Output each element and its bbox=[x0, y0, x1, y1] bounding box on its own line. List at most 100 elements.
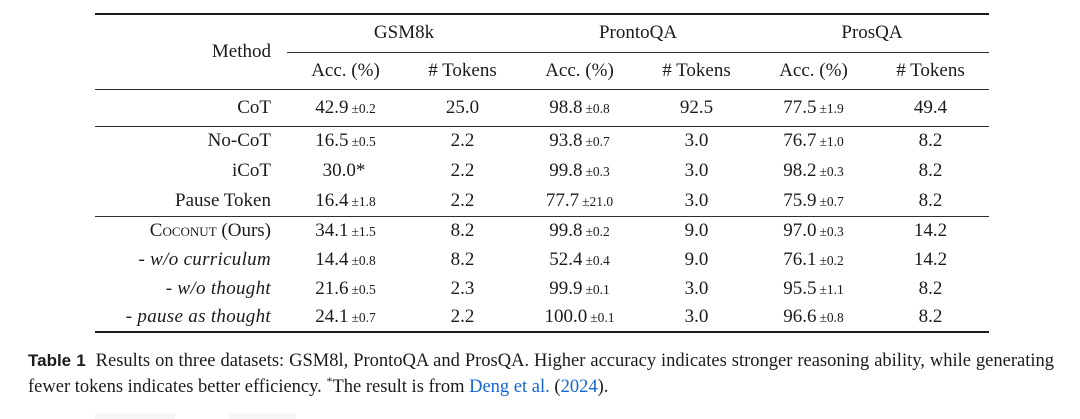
acc-value: 97.0 bbox=[783, 219, 817, 241]
method-cell: CoT bbox=[237, 96, 271, 118]
acc-stderr: ±0.2 bbox=[351, 100, 376, 116]
acc-value: 21.6 bbox=[315, 277, 349, 299]
acc-stderr: ±0.7 bbox=[819, 193, 844, 209]
method-cell: Pause Token bbox=[175, 189, 271, 211]
method-label-suffix: (Ours) bbox=[221, 219, 271, 241]
acc-cell: 77.5 ±1.9 bbox=[755, 89, 872, 126]
acc-value: 16.5 bbox=[315, 130, 349, 152]
tokens-cell: 14.2 bbox=[913, 248, 948, 270]
cutoff-text-artifact bbox=[229, 413, 296, 419]
acc-value: 76.1 bbox=[783, 248, 817, 270]
acc-value: 42.9 bbox=[315, 96, 349, 118]
acc-cell: 99.8 ±0.3 bbox=[521, 156, 638, 186]
acc-stderr: ±0.8 bbox=[585, 100, 610, 116]
acc-cell: 52.4 ±0.4 bbox=[521, 245, 638, 274]
tokens-cell: 2.3 bbox=[450, 277, 475, 299]
acc-cell: 75.9 ±0.7 bbox=[755, 186, 872, 216]
subheader-tokens-prosqa: # Tokens bbox=[872, 52, 989, 90]
acc-stderr: ±0.1 bbox=[585, 281, 610, 297]
table-row-pause-token: Pause Token 16.4 ±1.8 2.2 77.7 ±21.0 3.0 7… bbox=[95, 186, 989, 216]
method-cell: - w/o thought bbox=[165, 277, 271, 299]
acc-value: 30.0* bbox=[322, 160, 366, 181]
acc-value: 75.9 bbox=[783, 189, 817, 211]
acc-value: 14.4 bbox=[315, 248, 349, 270]
tokens-cell: 8.2 bbox=[450, 219, 475, 241]
tokens-cell: 8.2 bbox=[918, 277, 943, 299]
tokens-cell: 8.2 bbox=[918, 189, 943, 211]
method-cell: No-CoT bbox=[207, 130, 271, 152]
acc-stderr: ±1.9 bbox=[819, 100, 844, 116]
tokens-cell: 3.0 bbox=[684, 306, 709, 327]
acc-cell: 16.4 ±1.8 bbox=[287, 186, 404, 216]
acc-cell: 98.8 ±0.8 bbox=[521, 89, 638, 126]
table-row-coconut: Coconut (Ours) 34.1 ±1.5 8.2 99.8 ±0.2 9.0… bbox=[95, 216, 989, 245]
group-header-prosqa: ProsQA bbox=[755, 14, 989, 53]
acc-cell: 93.8 ±0.7 bbox=[521, 126, 638, 156]
tokens-cell: 92.5 bbox=[679, 96, 714, 118]
subheader-tokens-prontoqa: # Tokens bbox=[638, 52, 755, 90]
acc-stderr: ±1.5 bbox=[351, 223, 376, 239]
citation-year-link[interactable]: 2024 bbox=[560, 377, 598, 397]
tokens-cell: 3.0 bbox=[684, 189, 709, 211]
acc-stderr: ±1.1 bbox=[819, 281, 844, 297]
acc-value: 99.8 bbox=[549, 219, 583, 241]
table-caption: Table 1 Results on three datasets: GSM8l,… bbox=[28, 348, 1054, 400]
acc-stderr: ±0.1 bbox=[590, 310, 615, 325]
acc-value: 99.8 bbox=[549, 160, 583, 181]
subheader-acc-prontoqa: Acc. (%) bbox=[521, 52, 638, 90]
acc-cell: 14.4 ±0.8 bbox=[287, 245, 404, 274]
acc-value: 98.8 bbox=[549, 96, 583, 118]
acc-value: 99.9 bbox=[549, 277, 583, 299]
acc-value: 77.7 bbox=[545, 189, 580, 211]
acc-cell: 100.0 ±0.1 bbox=[521, 303, 638, 332]
caption-footnote-text: The result is from bbox=[332, 377, 465, 397]
table-row-icot: iCoT 30.0* 2.2 99.8 ±0.3 3.0 98.2 ±0.3 8.2 bbox=[95, 156, 989, 186]
acc-cell: 99.8 ±0.2 bbox=[521, 216, 638, 245]
group-header-gsm8k: GSM8k bbox=[287, 14, 521, 53]
tokens-cell: 3.0 bbox=[684, 130, 709, 152]
tokens-cell: 8.2 bbox=[918, 160, 943, 181]
acc-cell: 98.2 ±0.3 bbox=[755, 156, 872, 186]
acc-cell: 96.6 ±0.8 bbox=[755, 303, 872, 332]
subheader-acc-gsm8k: Acc. (%) bbox=[287, 52, 404, 90]
method-column-header: Method bbox=[95, 14, 287, 90]
acc-stderr: ±0.7 bbox=[585, 134, 610, 150]
table-row-cot: CoT 42.9 ±0.2 25.0 98.8 ±0.8 92.5 77.5 ±1.9… bbox=[95, 89, 989, 126]
acc-value: 52.4 bbox=[549, 248, 583, 270]
tokens-cell: 3.0 bbox=[684, 160, 709, 181]
acc-value: 34.1 bbox=[315, 219, 349, 241]
acc-cell: 21.6 ±0.5 bbox=[287, 274, 404, 303]
caption-body: Results on three datasets: GSM8l, Pronto… bbox=[28, 351, 1054, 397]
acc-stderr: ±0.8 bbox=[351, 252, 376, 268]
tokens-cell: 2.2 bbox=[450, 130, 475, 152]
acc-cell: 76.7 ±1.0 bbox=[755, 126, 872, 156]
tokens-cell: 2.2 bbox=[450, 189, 475, 211]
table-row-pause-as-thought: - pause as thought 24.1 ±0.7 2.2 100.0 ±0.… bbox=[95, 303, 989, 332]
acc-cell: 97.0 ±0.3 bbox=[755, 216, 872, 245]
acc-stderr: ±21.0 bbox=[582, 193, 614, 209]
method-cell: - w/o curriculum bbox=[138, 248, 271, 270]
method-label-smallcaps: Coconut bbox=[149, 219, 217, 241]
acc-stderr: ±0.8 bbox=[819, 310, 844, 325]
acc-cell: 24.1 ±0.7 bbox=[287, 303, 404, 332]
acc-cell: 99.9 ±0.1 bbox=[521, 274, 638, 303]
acc-value: 16.4 bbox=[315, 189, 349, 211]
acc-stderr: ±0.3 bbox=[819, 164, 844, 179]
results-table: Method GSM8k ProntoQA ProsQA Acc. (%) # … bbox=[95, 13, 989, 333]
acc-value: 76.7 bbox=[783, 130, 817, 152]
footnote-asterisk: * bbox=[326, 373, 333, 388]
subheader-acc-prosqa: Acc. (%) bbox=[755, 52, 872, 90]
tokens-cell: 8.2 bbox=[918, 130, 943, 152]
acc-stderr: ±1.8 bbox=[351, 193, 376, 209]
caption-label: Table 1 bbox=[28, 351, 86, 370]
acc-value: 95.5 bbox=[783, 277, 817, 299]
acc-cell: 95.5 ±1.1 bbox=[755, 274, 872, 303]
acc-value: 24.1 bbox=[315, 306, 349, 327]
citation-author-link[interactable]: Deng et al. bbox=[469, 377, 550, 397]
acc-stderr: ±0.5 bbox=[351, 281, 376, 297]
cutoff-text-artifact bbox=[95, 413, 175, 419]
acc-stderr: ±0.4 bbox=[585, 252, 610, 268]
acc-cell: 30.0* bbox=[287, 156, 404, 186]
tokens-cell: 9.0 bbox=[684, 219, 709, 241]
